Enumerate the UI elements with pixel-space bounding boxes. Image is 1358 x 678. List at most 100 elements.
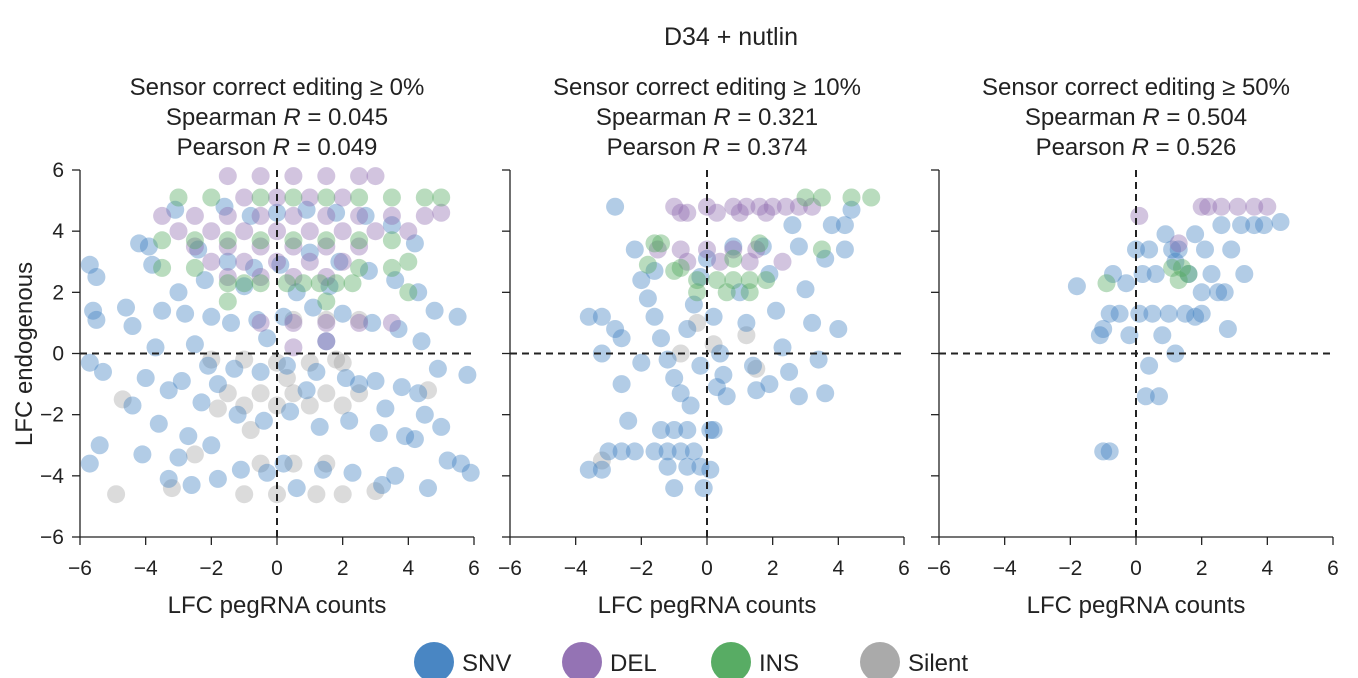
data-point-snv [691, 268, 710, 286]
data-point-silent [747, 359, 766, 378]
data-point-del [317, 206, 336, 225]
data-point-del [711, 252, 730, 271]
data-point-snv [767, 301, 785, 320]
data-point-snv [652, 329, 670, 348]
data-point-del [1199, 197, 1218, 216]
data-point-snv [386, 271, 405, 290]
data-point-del [185, 206, 204, 225]
y-tick-label: 0 [52, 343, 64, 366]
data-point-snv [678, 457, 697, 476]
data-point-snv [737, 313, 756, 332]
data-point-snv [704, 421, 723, 439]
data-point-silent [333, 485, 352, 504]
data-point-snv [373, 476, 392, 494]
data-point-snv [1271, 213, 1290, 231]
data-point-snv [139, 237, 158, 256]
data-point-ins [415, 188, 434, 207]
legend-swatch [711, 642, 751, 678]
data-point-snv [182, 476, 201, 494]
data-point-snv [185, 335, 204, 354]
data-point-snv [215, 197, 234, 216]
data-point-ins [218, 231, 237, 250]
data-point-del [750, 197, 769, 216]
data-point-snv [287, 283, 306, 302]
data-point-silent [317, 454, 336, 473]
data-point-snv [665, 421, 684, 439]
data-point-snv [619, 411, 638, 430]
data-point-snv [159, 381, 178, 400]
data-point-snv [753, 237, 772, 256]
data-point-silent [333, 396, 352, 415]
y-axis-label: LFC endogenous [11, 262, 38, 446]
panel-title-line: Pearson R = 0.526 [1036, 134, 1237, 161]
data-point-ins [740, 271, 759, 290]
data-point-del [300, 222, 319, 241]
data-point-snv [1100, 304, 1119, 323]
data-point-silent [235, 485, 254, 504]
data-point-del [185, 237, 204, 256]
data-point-ins [202, 188, 221, 207]
data-point-snv [760, 265, 779, 283]
data-point-del [251, 167, 270, 186]
data-point-snv [179, 427, 198, 446]
data-point-del [317, 313, 336, 332]
data-point-snv [307, 362, 326, 381]
data-point-snv [202, 436, 221, 455]
data-point-snv [691, 356, 710, 375]
data-point-del [333, 222, 352, 241]
data-point-del [747, 240, 766, 259]
x-tick-label: 0 [701, 557, 713, 580]
data-point-snv [392, 378, 411, 397]
data-point-del [678, 252, 697, 271]
data-point-silent [333, 353, 352, 372]
data-point-snv [1186, 307, 1205, 326]
data-point-ins [796, 188, 815, 207]
data-point-del [153, 206, 172, 225]
legend-label: DEL [610, 650, 657, 677]
data-point-del [1245, 197, 1264, 216]
data-point-snv [396, 427, 415, 446]
x-tick-label: 2 [1196, 557, 1208, 580]
data-point-snv [1212, 216, 1231, 235]
data-point-del [1228, 197, 1247, 216]
data-point-snv [645, 442, 664, 461]
data-point-snv [336, 369, 355, 387]
data-point-snv [419, 479, 437, 498]
data-point-snv [612, 329, 631, 348]
data-point-ins [652, 234, 670, 253]
data-point-snv [386, 466, 405, 485]
data-point-ins [382, 188, 401, 207]
data-point-snv [1196, 240, 1214, 259]
data-point-snv [691, 457, 710, 476]
data-point-del [366, 222, 385, 241]
x-tick-label: 4 [402, 557, 414, 580]
points-layer [80, 167, 480, 504]
data-point-snv [1117, 274, 1136, 293]
data-point-ins [645, 234, 664, 253]
data-point-del [776, 197, 795, 216]
data-point-snv [1215, 283, 1234, 302]
points-layer [579, 188, 881, 498]
data-point-del [317, 332, 336, 351]
data-point-del [665, 197, 684, 216]
data-point-ins [218, 274, 237, 293]
data-point-snv [1169, 240, 1188, 259]
data-point-del [235, 222, 254, 241]
x-tick-label: −6 [68, 557, 92, 580]
data-point-snv [724, 237, 743, 256]
data-point-del [415, 206, 434, 225]
data-point-snv [356, 206, 375, 225]
data-point-snv [835, 216, 854, 235]
data-point-snv [658, 350, 677, 369]
data-point-snv [287, 479, 306, 498]
data-point-silent [251, 454, 270, 473]
data-point-snv [432, 417, 451, 436]
data-point-snv [835, 240, 854, 259]
data-point-del [284, 313, 303, 332]
data-point-snv [254, 411, 273, 430]
data-point-ins [862, 188, 881, 207]
data-point-del [317, 268, 336, 286]
data-point-del [737, 197, 756, 216]
x-tick-label: 2 [337, 557, 349, 580]
data-point-snv [228, 405, 247, 424]
